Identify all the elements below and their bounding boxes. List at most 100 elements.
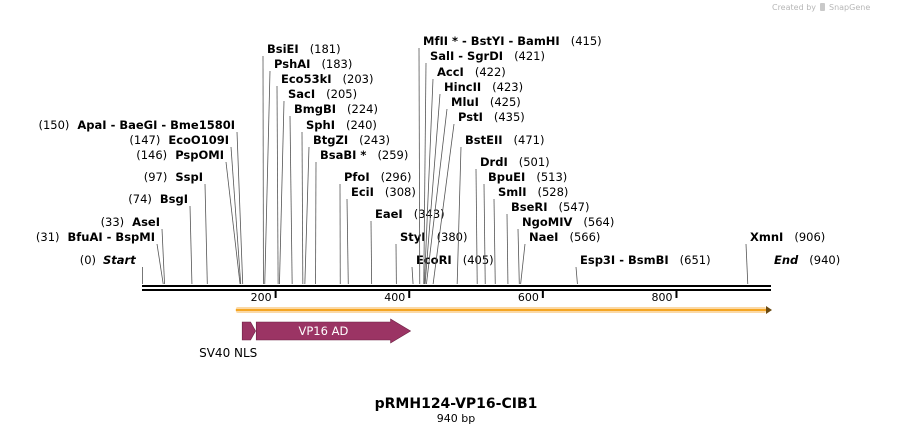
site-position: (471)	[514, 133, 545, 147]
site-hincii[interactable]: HincII (423)	[424, 80, 523, 285]
site-position: (435)	[494, 110, 525, 124]
backbone-top-strand	[142, 285, 771, 287]
ruler-tick-800: 800	[651, 291, 678, 304]
site-acci[interactable]: AccI (422)	[424, 65, 506, 285]
ruler-tick-200: 200	[251, 291, 277, 304]
site-bseri[interactable]: BseRI (547)	[506, 200, 590, 285]
site-position: (308)	[385, 185, 416, 199]
feature-vp16-ad[interactable]: VP16 AD	[255, 318, 412, 344]
site-eco53[interactable]: Eco53kI (203)	[276, 72, 374, 285]
site-start[interactable]: Start (0)	[80, 253, 143, 284]
site-sspi[interactable]: SspI (97)	[144, 170, 208, 285]
site-position: (422)	[475, 65, 506, 79]
sequence-backbone	[142, 285, 771, 291]
ruler-tick-400: 400	[384, 291, 411, 304]
backbone-bottom-strand	[142, 289, 771, 291]
site-name: EaeI	[375, 207, 403, 221]
site-line	[156, 243, 164, 285]
site-mfli[interactable]: MfII * - BstYI - BamHI (415)	[418, 34, 602, 285]
site-xmni[interactable]: XmnI (906)	[745, 230, 825, 285]
tick-label: 600	[518, 291, 539, 304]
feature-arrow	[255, 318, 412, 344]
site-name: Esp3I - BsmBI	[580, 253, 669, 267]
site-smli[interactable]: SmlI (528)	[493, 185, 569, 285]
feature-sv40-nls[interactable]: SV40 NLS	[199, 321, 257, 360]
credit-prefix: Created by	[772, 3, 816, 12]
site-name: AccI	[437, 65, 464, 79]
site-position: (33)	[101, 215, 125, 229]
site-position: (205)	[326, 87, 357, 101]
site-name: BseRI	[511, 200, 548, 214]
site-ecii[interactable]: EciI (308)	[346, 185, 416, 285]
site-name: BstEII	[465, 133, 503, 147]
site-bmgbi[interactable]: BmgBI (224)	[289, 102, 378, 285]
site-pshai[interactable]: PshAI (183)	[264, 57, 353, 285]
site-name: EcoRI	[416, 253, 452, 267]
site-line	[493, 198, 496, 285]
site-bsabi[interactable]: BsaBI * (259)	[315, 148, 409, 285]
snapgene-credit: Created by SnapGene	[772, 3, 870, 12]
site-name: Start	[103, 253, 136, 267]
site-styi[interactable]: StyI (380)	[395, 230, 468, 285]
site-line	[483, 183, 486, 285]
site-line	[289, 115, 293, 285]
site-bfuai[interactable]: BfuAI - BspMI (31)	[36, 230, 164, 285]
site-sali[interactable]: SalI - SgrDI (421)	[423, 49, 545, 285]
site-line	[264, 70, 271, 285]
site-line	[189, 205, 193, 285]
site-line	[475, 168, 478, 285]
site-line	[424, 78, 434, 285]
site-position: (31)	[36, 230, 60, 244]
site-asei[interactable]: AseI (33)	[101, 215, 165, 285]
site-bsgi[interactable]: BsgI (74)	[128, 192, 193, 285]
site-drdi[interactable]: DrdI (501)	[475, 155, 550, 285]
site-mlui[interactable]: MluI (425)	[426, 95, 521, 285]
site-name: BsaBI *	[320, 148, 366, 162]
site-name: NaeI	[529, 230, 558, 244]
site-position: (501)	[519, 155, 550, 169]
site-eco109[interactable]: EcoO109I (147)	[129, 133, 242, 285]
site-sphi[interactable]: SphI (240)	[301, 118, 377, 285]
site-name: SmlI	[498, 185, 527, 199]
site-btgzi[interactable]: BtgZI (243)	[304, 133, 390, 285]
site-name: AseI	[132, 215, 160, 229]
site-position: (181)	[310, 42, 341, 56]
site-line	[236, 131, 244, 285]
site-name: Eco53kI	[281, 72, 332, 86]
site-name: PfoI	[344, 170, 370, 184]
site-name: NgoMIV	[522, 215, 572, 229]
site-line	[432, 123, 455, 285]
tick-mark	[541, 291, 544, 298]
site-position: (203)	[343, 72, 374, 86]
site-apai[interactable]: ApaI - BaeGI - Bme1580I (150)	[38, 118, 244, 285]
site-psp[interactable]: PspOMI (146)	[136, 148, 241, 285]
tick-mark	[675, 291, 678, 298]
site-position: (528)	[538, 185, 569, 199]
site-eaei[interactable]: EaeI (343)	[370, 207, 445, 285]
orf-arrow[interactable]	[235, 306, 772, 314]
site-name: DrdI	[480, 155, 508, 169]
feature-label: SV40 NLS	[199, 346, 257, 360]
site-position: (421)	[514, 49, 545, 63]
site-line	[418, 47, 421, 285]
site-name: SphI	[306, 118, 335, 132]
tick-label: 400	[384, 291, 405, 304]
site-ngomiv[interactable]: NgoMIV (564)	[517, 215, 614, 285]
site-pfoi[interactable]: PfoI (296)	[339, 170, 412, 285]
site-line	[161, 228, 165, 285]
site-position: (547)	[559, 200, 590, 214]
site-line	[575, 266, 578, 285]
site-end[interactable]: End (940)	[774, 253, 840, 267]
credit-brand: SnapGene	[829, 3, 870, 12]
site-esp3i[interactable]: Esp3I - BsmBI (651)	[575, 253, 711, 285]
site-saci[interactable]: SacI (205)	[279, 87, 357, 285]
site-naei[interactable]: NaeI (566)	[520, 230, 601, 285]
snapgene-logo-icon	[820, 3, 825, 11]
site-bpuei[interactable]: BpuEI (513)	[483, 170, 567, 285]
site-bsteii[interactable]: BstEII (471)	[456, 133, 545, 285]
site-position: (651)	[680, 253, 711, 267]
site-position: (415)	[571, 34, 602, 48]
site-bsiei[interactable]: BsiEI (181)	[262, 42, 341, 285]
site-psti[interactable]: PstI (435)	[432, 110, 525, 285]
